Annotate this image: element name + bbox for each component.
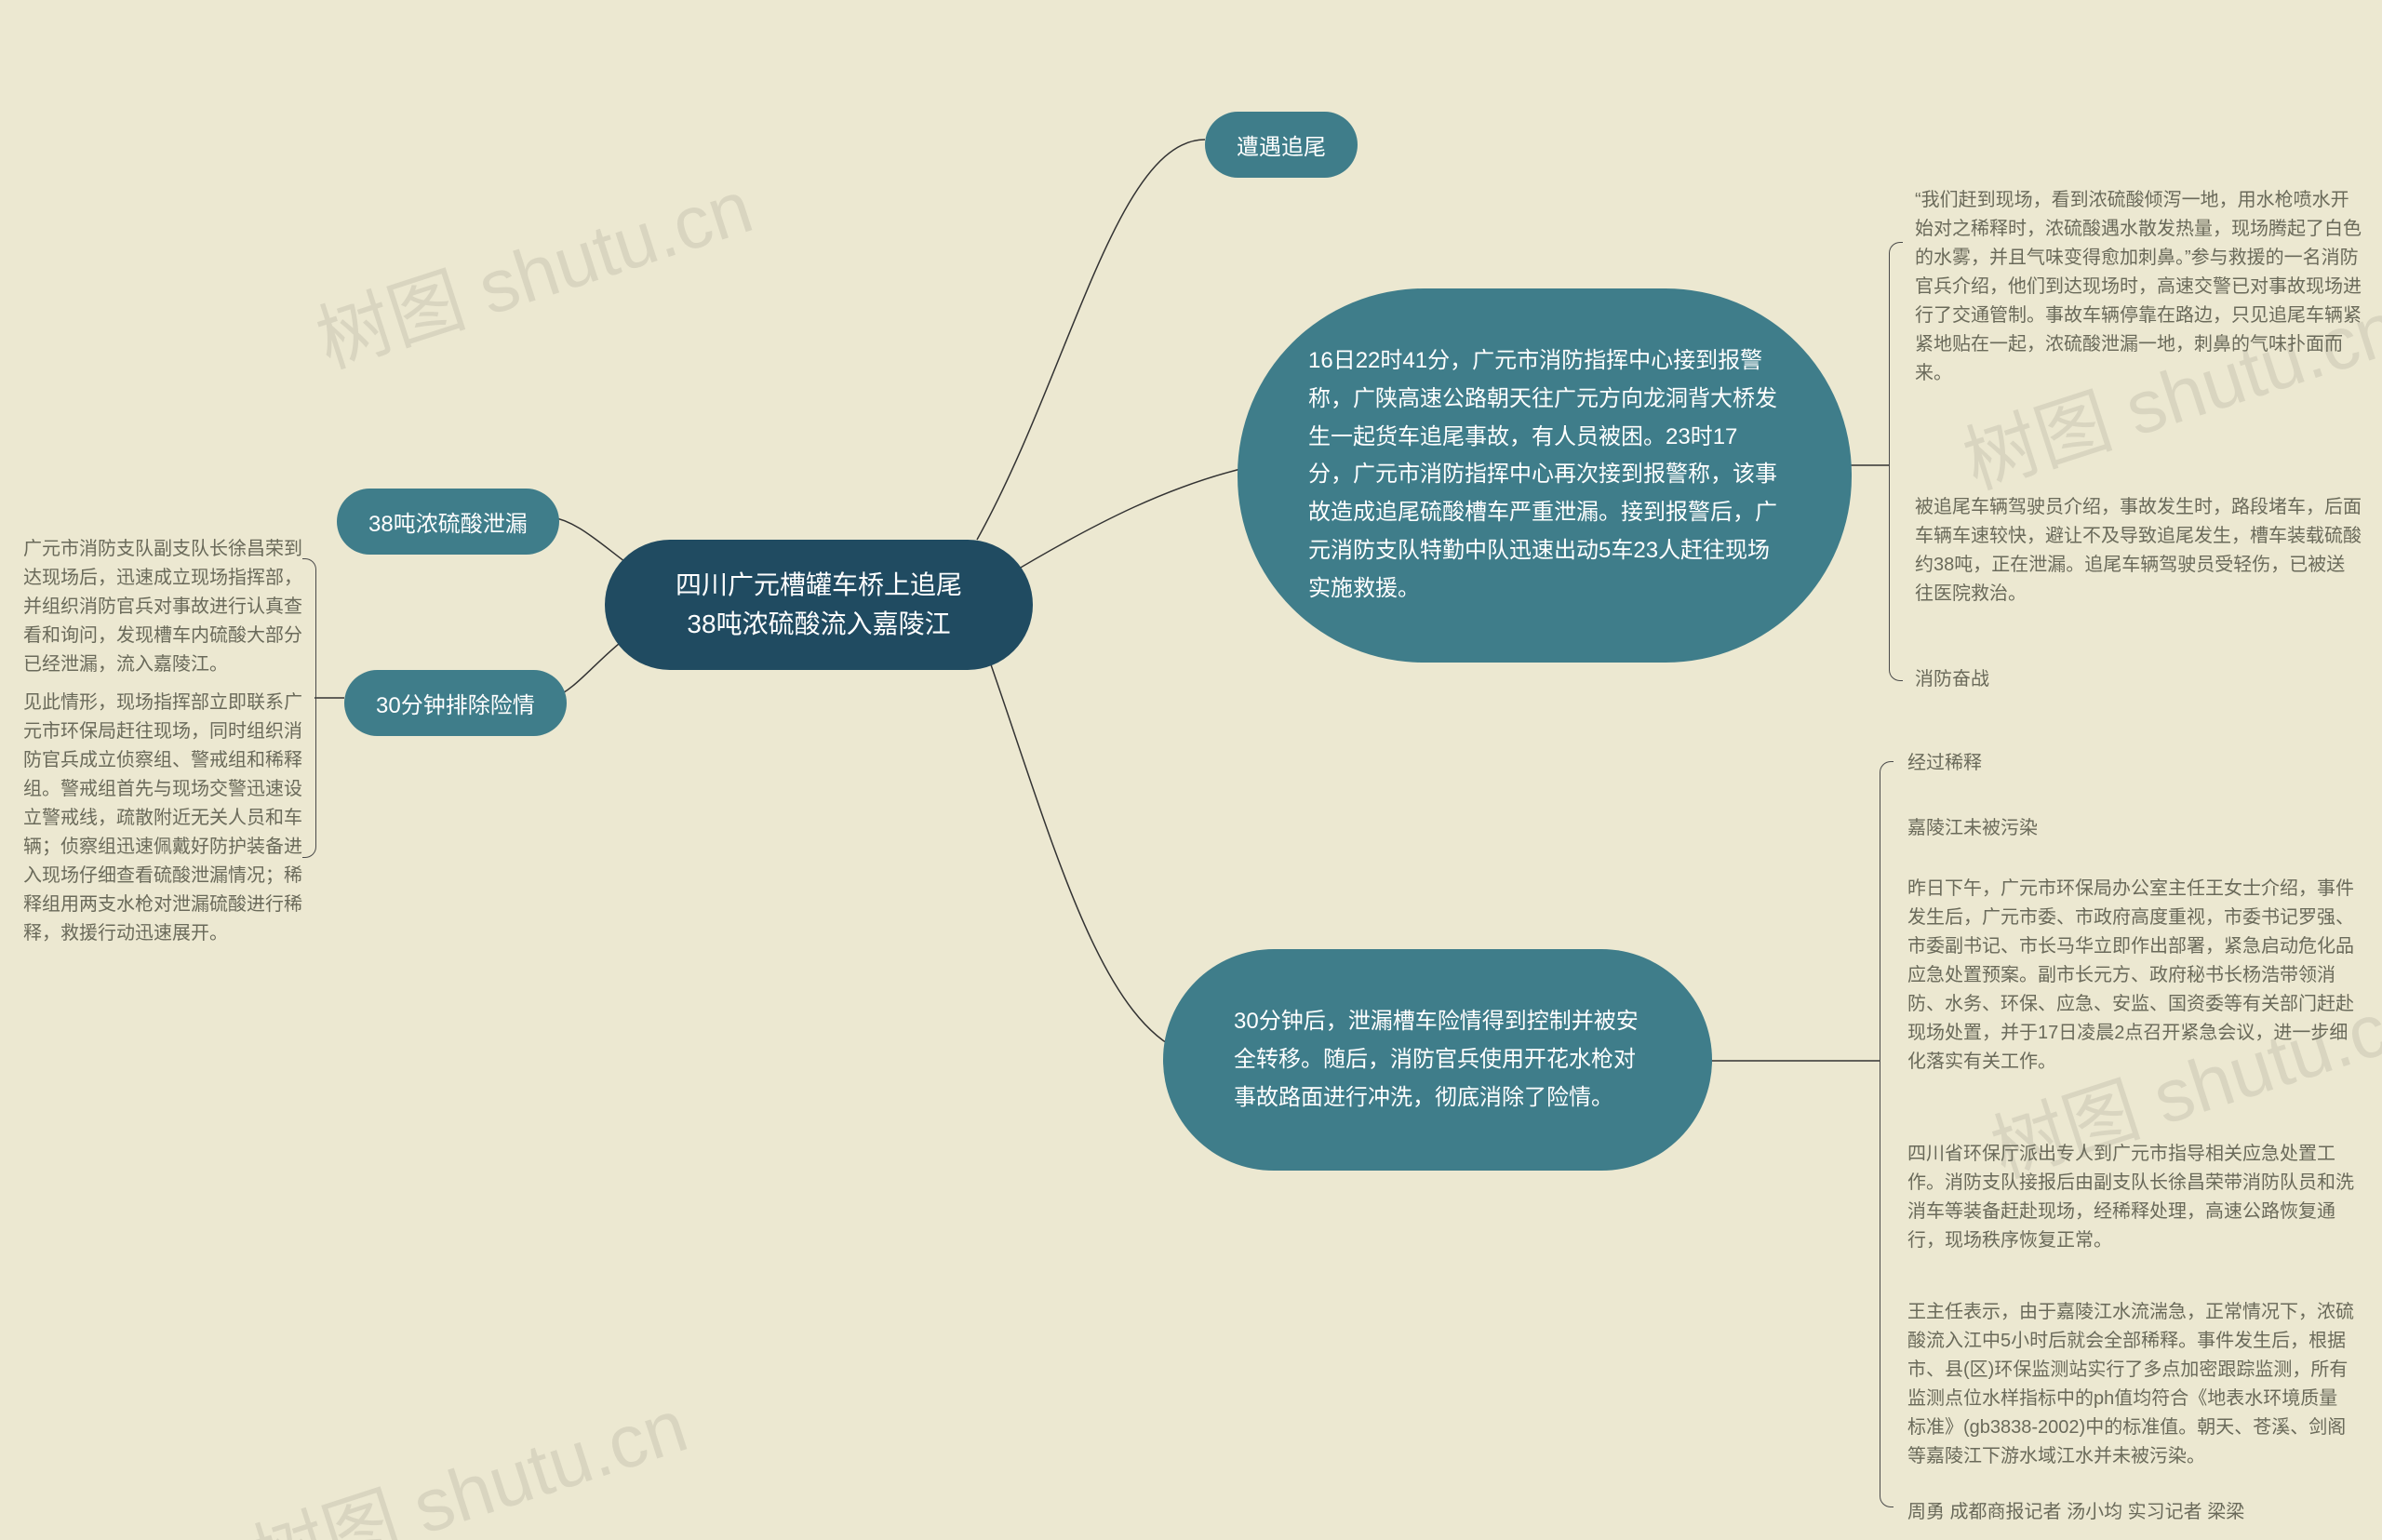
branch-right-big2: 30分钟后，泄漏槽车险情得到控制并被安全转移。随后，消防官兵使用开花水枪对事故路… bbox=[1163, 949, 1712, 1171]
watermark: 树图 shutu.cn bbox=[301, 147, 764, 389]
bracket-r2 bbox=[1880, 761, 1894, 1507]
leaf-r1b: 被追尾车辆驾驶员介绍，事故发生时，路段堵车，后面车辆车速较快，避让不及导致追尾发… bbox=[1915, 493, 2362, 609]
leaf-r2b: 嘉陵江未被污染 bbox=[1907, 814, 2354, 843]
center-topic: 四川广元槽罐车桥上追尾 38吨浓硫酸流入嘉陵江 bbox=[605, 540, 1033, 670]
leaf-r2e: 王主任表示，由于嘉陵江水流湍急，正常情况下，浓硫酸流入江中5小时后就会全部稀释。… bbox=[1907, 1298, 2354, 1471]
bracket-left bbox=[302, 558, 316, 858]
leaf-r1c: 消防奋战 bbox=[1915, 665, 2362, 694]
center-topic-text: 四川广元槽罐车桥上追尾 38吨浓硫酸流入嘉陵江 bbox=[676, 570, 962, 638]
watermark: 树图 shutu.cn bbox=[236, 1366, 699, 1540]
leaf-left2: 见此情形，现场指挥部立即联系广元市环保局赶往现场，同时组织消防官兵成立侦察组、警… bbox=[23, 689, 302, 948]
leaf-r2c: 昨日下午，广元市环保局办公室主任王女士介绍，事件发生后，广元市委、市政府高度重视… bbox=[1907, 875, 2354, 1077]
leaf-left1: 广元市消防支队副支队长徐昌荣到达现场后，迅速成立现场指挥部，并组织消防官兵对事故… bbox=[23, 535, 302, 679]
bracket-r1 bbox=[1889, 242, 1903, 681]
leaf-r2f: 周勇 成都商报记者 汤小均 实习记者 梁梁 bbox=[1907, 1498, 2354, 1527]
branch-left-lower: 30分钟排除险情 bbox=[344, 670, 567, 736]
branch-right-big1-text: 16日22时41分，广元市消防指挥中心接到报警称，广陕高速公路朝天往广元方向龙洞… bbox=[1308, 348, 1777, 601]
branch-top-right-label: 遭遇追尾 bbox=[1237, 135, 1326, 160]
leaf-r2a: 经过稀释 bbox=[1907, 749, 2354, 778]
branch-right-big2-text: 30分钟后，泄漏槽车险情得到控制并被安全转移。随后，消防官兵使用开花水枪对事故路… bbox=[1234, 1009, 1639, 1110]
branch-left-lower-label: 30分钟排除险情 bbox=[376, 693, 535, 718]
leaf-r1a: “我们赶到现场，看到浓硫酸倾泻一地，用水枪喷水开始对之稀释时，浓硫酸遇水散发热量… bbox=[1915, 186, 2362, 388]
branch-right-big1: 16日22时41分，广元市消防指挥中心接到报警称，广陕高速公路朝天往广元方向龙洞… bbox=[1238, 288, 1852, 663]
branch-left-upper-label: 38吨浓硫酸泄漏 bbox=[368, 512, 528, 537]
branch-left-upper: 38吨浓硫酸泄漏 bbox=[337, 489, 559, 555]
branch-top-right: 遭遇追尾 bbox=[1205, 112, 1358, 178]
leaf-r2d: 四川省环保厅派出专人到广元市指导相关应急处置工作。消防支队接报后由副支队长徐昌荣… bbox=[1907, 1140, 2354, 1255]
